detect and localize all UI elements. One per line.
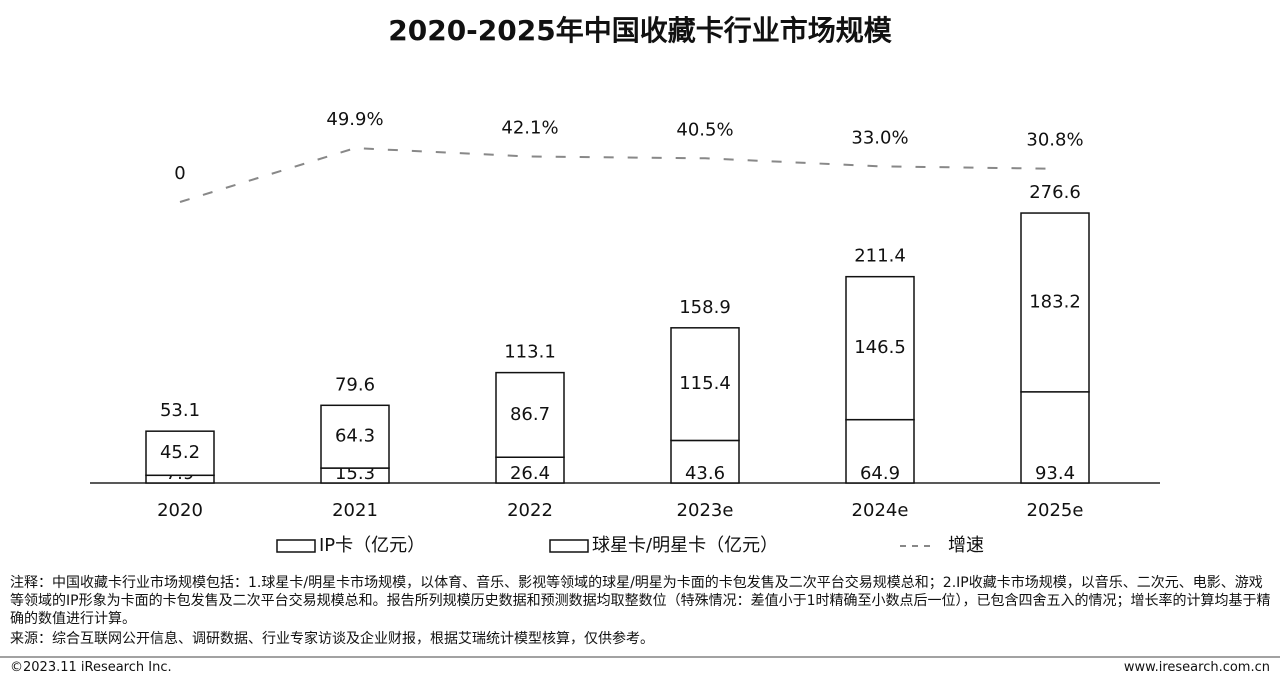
- data-label: 26.4: [510, 463, 550, 484]
- legend-swatch: [276, 539, 316, 553]
- x-tick-label: 2023e: [677, 500, 734, 521]
- growth-label: 40.5%: [676, 119, 733, 140]
- data-label: 43.6: [685, 463, 725, 484]
- x-tick-label: 2024e: [852, 500, 909, 521]
- total-label: 53.1: [160, 400, 200, 421]
- data-label: 93.4: [1035, 463, 1075, 484]
- total-label: 79.6: [335, 374, 375, 395]
- source: 来源：综合互联网公开信息、调研数据、行业专家访谈及企业财报，根据艾瑞统计模型核算…: [10, 631, 654, 647]
- growth-label: 0: [174, 163, 185, 184]
- bar-segment: [845, 275, 915, 421]
- data-label: 45.2: [160, 442, 200, 463]
- bar-segment: [670, 439, 740, 484]
- legend-swatch: [549, 539, 589, 553]
- legend-label: 球星卡/明星卡（亿元）: [592, 535, 778, 556]
- growth-label: 33.0%: [851, 127, 908, 148]
- bar-segment: [320, 404, 390, 469]
- copyright: ©2023.11 iResearch Inc.: [10, 660, 172, 675]
- legend-label: 增速: [948, 535, 984, 556]
- data-label: 183.2: [1029, 291, 1081, 312]
- x-tick-label: 2020: [157, 500, 203, 521]
- data-label: 86.7: [510, 404, 550, 425]
- bar-segment: [1020, 212, 1090, 393]
- growth-label: 42.1%: [501, 118, 558, 139]
- total-label: 276.6: [1029, 182, 1081, 203]
- bar-segment: [845, 418, 915, 484]
- notes: 注释：中国收藏卡行业市场规模包括：1.球星卡/明星卡市场规模，以体育、音乐、影视…: [10, 575, 1271, 627]
- total-label: 158.9: [679, 297, 731, 318]
- x-tick-label: 2022: [507, 500, 553, 521]
- x-tick-label: 2021: [332, 500, 378, 521]
- growth-label: 30.8%: [1026, 130, 1083, 151]
- x-tick-label: 2025e: [1027, 500, 1084, 521]
- website: www.iresearch.com.cn: [1123, 660, 1270, 675]
- total-label: 211.4: [854, 246, 906, 267]
- bar-segment: [495, 371, 565, 458]
- bar-segment: [495, 456, 565, 484]
- bar-segment: [145, 430, 215, 477]
- total-label: 113.1: [504, 342, 556, 363]
- bar-segment: [670, 327, 740, 442]
- legend-label: IP卡（亿元）: [319, 535, 425, 556]
- data-label: 146.5: [854, 337, 906, 358]
- growth-line: [179, 147, 1056, 203]
- chart-title: 2020-2025年中国收藏卡行业市场规模: [388, 14, 892, 47]
- data-label: 115.4: [679, 373, 731, 394]
- data-label: 64.9: [860, 463, 900, 484]
- growth-label: 49.9%: [326, 109, 383, 130]
- data-label: 64.3: [335, 426, 375, 447]
- bar-segment: [1020, 391, 1090, 484]
